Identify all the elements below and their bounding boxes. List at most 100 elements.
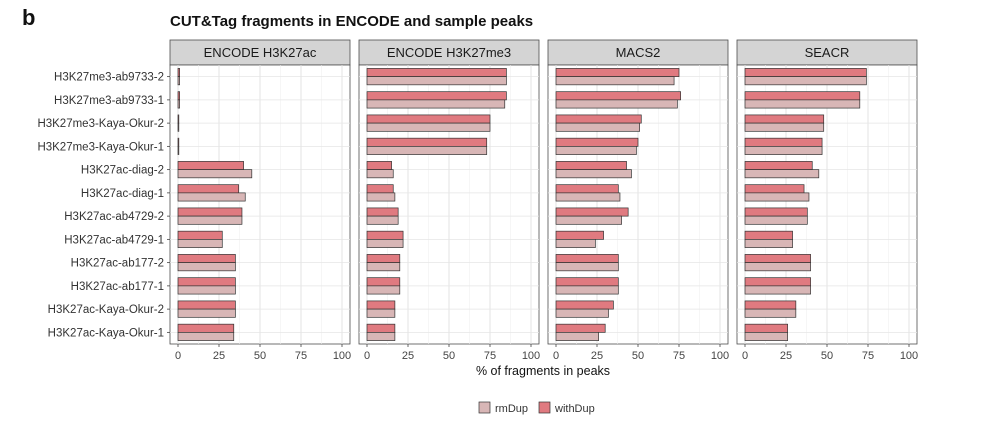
panel-letter: b (22, 5, 35, 30)
bar-withDup (555, 254, 619, 263)
category-label: H3K27ac-diag-1 (81, 188, 164, 200)
bar-withDup (366, 254, 401, 263)
bar-rmDup (744, 76, 867, 86)
x-tick-label: 50 (254, 350, 266, 362)
bar-withDup (744, 277, 811, 287)
bar-rmDup (744, 146, 823, 155)
bar-withDup (555, 184, 619, 194)
x-tick-label: 0 (553, 350, 559, 362)
bar-rmDup (744, 99, 861, 109)
bar-withDup (555, 277, 619, 287)
bar-rmDup (177, 332, 235, 341)
bar-withDup (366, 161, 392, 170)
bar-withDup (744, 161, 813, 170)
bar-withDup (177, 137, 180, 147)
bar-rmDup (555, 122, 640, 132)
bar-rmDup (555, 99, 678, 109)
x-tick-label: 50 (632, 350, 644, 362)
x-tick-label: 100 (711, 350, 729, 362)
facet-strip-label: ENCODE H3K27ac (204, 45, 317, 60)
facet-panel: SEACR 0 25 50 75 100 (736, 39, 918, 362)
bar-withDup (744, 91, 861, 101)
bar-rmDup (744, 239, 793, 248)
bar-rmDup (744, 308, 797, 318)
x-tick-label: 75 (862, 350, 874, 362)
facet-strip (169, 39, 351, 66)
legend-swatch (478, 401, 491, 414)
facet-strip (547, 39, 729, 66)
bar-rmDup (177, 146, 180, 155)
category-labels: H3K27me3-ab9733-2 H3K27me3-ab9733-1 H3K27m… (37, 72, 170, 339)
category-label: H3K27ac-ab177-1 (71, 281, 164, 293)
bar-withDup (555, 68, 680, 77)
x-tick-label: 25 (780, 350, 792, 362)
bar-rmDup (555, 285, 619, 295)
bar-rmDup (555, 169, 632, 179)
bar-withDup (744, 300, 797, 310)
bar-withDup (744, 184, 805, 194)
legend-swatch (538, 401, 551, 414)
bar-rmDup (177, 308, 236, 318)
bar-rmDup (744, 262, 811, 272)
bar-withDup (177, 68, 180, 77)
bar-rmDup (366, 76, 507, 86)
bar-rmDup (177, 99, 180, 109)
bar-rmDup (366, 215, 399, 225)
x-tick-label: 100 (900, 350, 918, 362)
bar-rmDup (555, 239, 596, 248)
bar-rmDup (744, 332, 788, 341)
bar-withDup (366, 300, 396, 310)
category-label: H3K27me3-ab9733-2 (54, 72, 164, 84)
bar-withDup (555, 114, 642, 124)
bar-rmDup (366, 192, 396, 202)
facet-panel: ENCODE H3K27me3 0 25 50 75 100 (358, 39, 540, 362)
bar-withDup (744, 207, 808, 217)
category-label: H3K27me3-Kaya-Okur-2 (37, 118, 164, 130)
bar-rmDup (177, 215, 243, 225)
bar-withDup (177, 161, 244, 170)
category-label: H3K27me3-Kaya-Okur-1 (37, 141, 164, 153)
facet-panel: MACS2 0 25 50 75 100 (547, 39, 729, 362)
bar-rmDup (744, 215, 808, 225)
category-label: H3K27ac-ab4729-1 (64, 234, 164, 246)
bar-rmDup (177, 169, 253, 179)
bar-withDup (177, 300, 236, 310)
chart-title: CUT&Tag fragments in ENCODE and sample p… (170, 13, 533, 30)
bar-rmDup (366, 239, 404, 248)
bar-rmDup (366, 332, 396, 341)
bar-withDup (744, 323, 788, 333)
bar-rmDup (555, 332, 599, 341)
bar-rmDup (177, 239, 223, 248)
category-label: H3K27ac-ab177-2 (71, 258, 164, 270)
bar-withDup (177, 207, 243, 217)
bar-withDup (177, 114, 180, 124)
category-label: H3K27ac-diag-2 (81, 165, 164, 177)
bar-rmDup (555, 146, 637, 155)
bar-withDup (366, 184, 394, 194)
bar-withDup (744, 254, 811, 263)
x-axis-title: % of fragments in peaks (476, 364, 610, 378)
bar-rmDup (555, 192, 621, 202)
bar-rmDup (366, 99, 506, 109)
bar-withDup (555, 161, 627, 170)
x-tick-label: 50 (821, 350, 833, 362)
bar-rmDup (177, 76, 180, 86)
category-label: H3K27ac-Kaya-Okur-1 (48, 327, 164, 339)
bar-withDup (177, 254, 236, 263)
bar-rmDup (366, 169, 394, 179)
x-tick-label: 25 (402, 350, 414, 362)
bar-rmDup (177, 122, 180, 132)
x-tick-label: 100 (522, 350, 540, 362)
facet-panel: ENCODE H3K27ac 0 25 50 75 100 (169, 39, 351, 362)
bar-withDup (177, 230, 223, 240)
bar-withDup (555, 91, 681, 101)
facet-panels: ENCODE H3K27ac 0 25 50 75 100 ENCODE H3K27me3 0… (169, 39, 918, 362)
category-label: H3K27ac-Kaya-Okur-2 (48, 304, 164, 316)
bar-rmDup (744, 169, 820, 179)
bar-rmDup (744, 192, 810, 202)
category-label: H3K27ac-ab4729-2 (64, 211, 164, 223)
bar-rmDup (555, 215, 622, 225)
bar-rmDup (744, 122, 825, 132)
bar-rmDup (555, 308, 609, 318)
